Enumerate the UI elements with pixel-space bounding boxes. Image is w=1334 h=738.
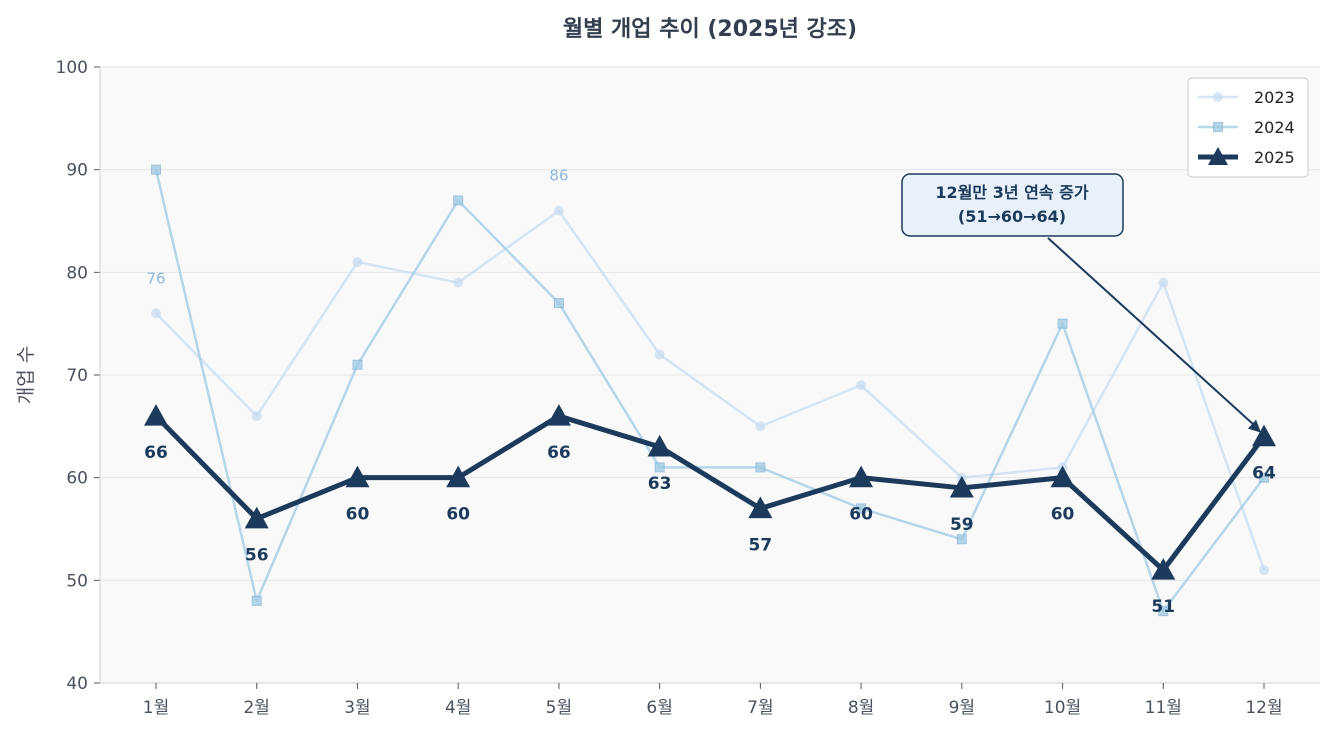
data-point xyxy=(251,411,262,422)
data-point xyxy=(1158,277,1169,288)
legend-label: 2023 xyxy=(1254,88,1295,107)
data-label: 60 xyxy=(446,505,470,525)
y-tick-label: 40 xyxy=(66,674,88,694)
y-tick-label: 100 xyxy=(56,58,88,78)
data-point xyxy=(553,298,564,309)
data-point xyxy=(856,380,867,391)
x-tick-label: 12월 xyxy=(1245,698,1282,718)
series-2024 xyxy=(151,164,1269,617)
y-axis-label: 개업 수 xyxy=(15,346,37,404)
series-line-2023 xyxy=(155,209,1266,571)
data-label: 66 xyxy=(547,443,571,463)
data-point xyxy=(748,496,773,519)
series-2025: 66 56 60 60 66 63 57 60 59 60 51 64 xyxy=(144,404,1276,617)
series-line-2024 xyxy=(154,169,1265,613)
x-tick-label: 1월 xyxy=(143,698,169,718)
annotation-text: (51→60→64) xyxy=(958,207,1066,226)
data-point xyxy=(1259,565,1269,576)
data-point xyxy=(345,465,370,488)
y-tick-label: 60 xyxy=(66,469,88,489)
data-point xyxy=(849,465,874,488)
data-label: 66 xyxy=(144,443,168,463)
data-point xyxy=(654,349,665,360)
y-tick-label: 90 xyxy=(66,161,88,181)
data-point xyxy=(553,205,564,216)
data-point xyxy=(251,595,262,606)
data-point xyxy=(446,465,471,488)
data-point xyxy=(1151,558,1176,580)
annotation-arrowhead xyxy=(1248,419,1261,433)
data-point xyxy=(244,506,269,529)
data-point xyxy=(453,277,464,288)
data-label: 60 xyxy=(1051,505,1075,525)
data-point xyxy=(352,257,363,268)
x-tick-label: 3월 xyxy=(344,698,370,718)
data-label: 56 xyxy=(245,546,269,566)
data-point xyxy=(1057,318,1068,329)
legend-marker xyxy=(1213,92,1223,102)
legend-marker xyxy=(1213,122,1223,132)
data-point xyxy=(1259,472,1269,483)
series-line-2025 xyxy=(154,413,1266,573)
data-point xyxy=(956,534,967,545)
data-point xyxy=(546,404,571,426)
legend-label: 2025 xyxy=(1254,148,1295,167)
data-point xyxy=(755,462,766,473)
x-tick-label: 5월 xyxy=(546,698,572,718)
annotation-text: 12월만 3년 연속 증가 xyxy=(935,183,1088,202)
y-tick-label: 50 xyxy=(66,571,88,591)
data-label: 64 xyxy=(1252,464,1276,484)
x-tick-label: 6월 xyxy=(646,698,672,718)
data-point xyxy=(654,462,665,473)
data-point xyxy=(453,195,464,206)
data-point xyxy=(755,421,766,432)
legend-marker xyxy=(1208,147,1228,165)
annotation-box xyxy=(901,173,1124,237)
legend-label: 2024 xyxy=(1254,118,1295,137)
data-point xyxy=(856,503,867,514)
x-tick-label: 10월 xyxy=(1044,698,1081,718)
x-tick-label: 2월 xyxy=(243,698,269,718)
data-point xyxy=(647,434,672,457)
legend: 2023 2024 2025 xyxy=(1187,77,1309,178)
data-label: 86 xyxy=(549,167,568,185)
chart-title: 월별 개업 추이 (2025년 강조) xyxy=(563,17,857,42)
data-label: 76 xyxy=(146,269,165,287)
x-tick-label: 8월 xyxy=(848,698,874,718)
x-tick-label: 4월 xyxy=(445,698,471,718)
data-label: 57 xyxy=(749,535,773,555)
data-point xyxy=(1252,424,1276,447)
annotation-arrow xyxy=(1047,237,1259,430)
data-label: 63 xyxy=(648,474,672,494)
data-label: 60 xyxy=(346,505,370,525)
data-point xyxy=(1050,465,1075,488)
x-tick-label: 7월 xyxy=(747,698,773,718)
data-label: 60 xyxy=(849,505,873,525)
data-label: 51 xyxy=(1151,597,1175,617)
data-label: 59 xyxy=(950,515,974,535)
y-tick-label: 70 xyxy=(66,366,88,386)
data-point xyxy=(352,359,363,370)
x-tick-label: 9월 xyxy=(949,698,975,718)
y-tick-label: 80 xyxy=(66,263,88,283)
data-point xyxy=(949,475,974,498)
data-point xyxy=(151,164,161,175)
data-point xyxy=(144,404,168,426)
data-point xyxy=(151,308,161,319)
series-2023: 76 86 xyxy=(146,167,1269,576)
x-tick-label: 11월 xyxy=(1145,698,1182,718)
data-point xyxy=(1158,606,1169,617)
